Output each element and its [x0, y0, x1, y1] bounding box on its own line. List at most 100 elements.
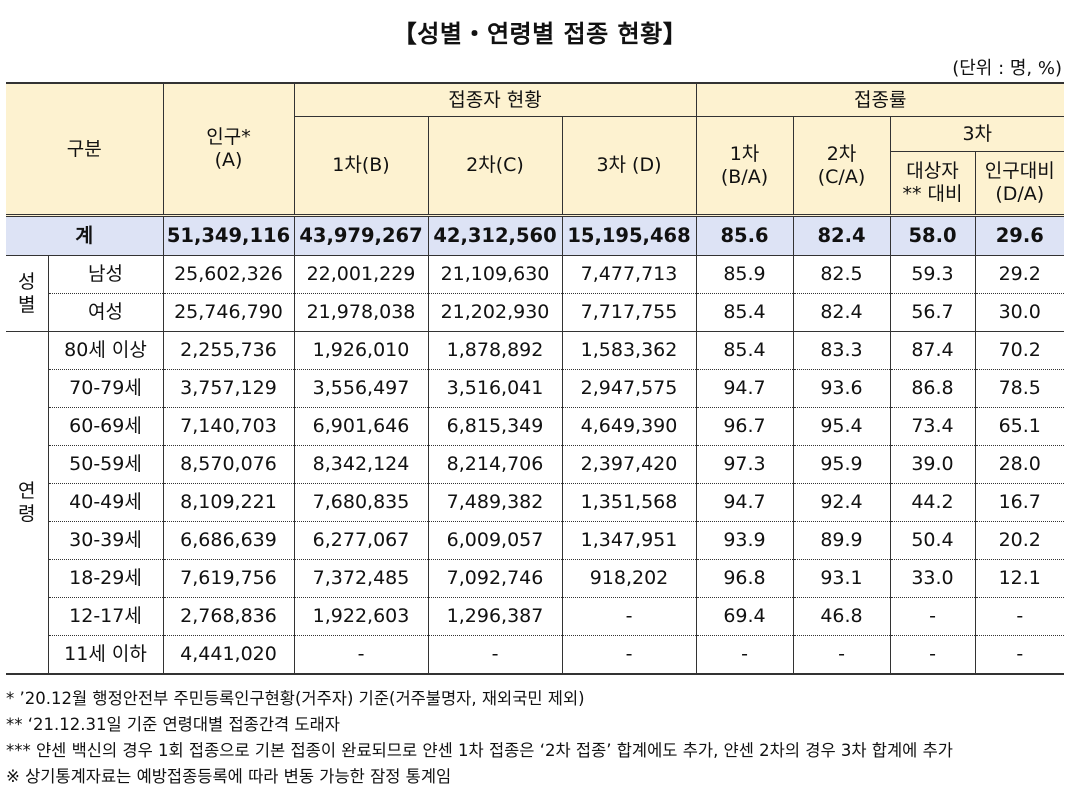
- table-cell: 28.0: [974, 445, 1065, 484]
- total-label: 계: [6, 215, 164, 256]
- table-cell: 1,296,387: [427, 597, 563, 636]
- row-label: 70-79세: [47, 369, 164, 408]
- footnote: ※ 상기통계자료는 예방접종등록에 따라 변동 가능한 잠정 통계임: [6, 767, 452, 786]
- table-cell: 73.4: [889, 407, 976, 446]
- table-cell: 82.4: [792, 293, 891, 332]
- table-cell: 87.4: [889, 331, 976, 370]
- table-cell: 7,619,756: [162, 559, 295, 598]
- table-cell: 1,351,568: [561, 483, 697, 522]
- table-row: 50-59세 8,570,076 8,342,124 8,214,706 2,397,4…: [6, 445, 1065, 484]
- header-vaccinated-group: 접종자 현황: [293, 83, 697, 117]
- table-cell: -: [561, 635, 697, 675]
- table-cell: 25,746,790: [162, 293, 295, 332]
- table-cell: 6,277,067: [293, 521, 429, 560]
- table-cell: 6,686,639: [162, 521, 295, 560]
- table-cell: 918,202: [561, 559, 697, 598]
- table-cell: 56.7: [889, 293, 976, 332]
- header-third: 3차 (D): [561, 116, 697, 217]
- header-first: 1차(B): [293, 116, 429, 217]
- table-cell: 1,347,951: [561, 521, 697, 560]
- table-cell: 43,979,267: [293, 215, 429, 256]
- table-cell: 69.4: [695, 597, 794, 636]
- table-cell: 2,255,736: [162, 331, 295, 370]
- table-cell: 85.4: [695, 293, 794, 332]
- table-cell: 58.0: [889, 215, 976, 256]
- table-cell: 20.2: [974, 521, 1065, 560]
- row-label: 80세 이상: [47, 331, 164, 370]
- table-cell: 86.8: [889, 369, 976, 408]
- footnote: ** ‘21.12.31일 기준 연령대별 접종간격 도래자: [6, 715, 340, 734]
- footnote: * ’20.12월 행정안전부 주민등록인구현황(거주자) 기준(거주불명자, …: [6, 689, 585, 708]
- table-cell: 6,009,057: [427, 521, 563, 560]
- table-cell: 83.3: [792, 331, 891, 370]
- header-rate-third: 3차: [889, 116, 1065, 152]
- table-cell: 29.2: [974, 255, 1065, 294]
- table-cell: 96.7: [695, 407, 794, 446]
- header-rate-first: 1차 (B/A): [695, 116, 794, 217]
- table-cell: 29.6: [974, 215, 1065, 256]
- row-label: 18-29세: [47, 559, 164, 598]
- table-row: 18-29세 7,619,756 7,372,485 7,092,746 918,202…: [6, 559, 1065, 598]
- row-label: 60-69세: [47, 407, 164, 446]
- table-row: 성 별 남성 25,602,326 22,001,229 21,109,630 7,477,…: [6, 255, 1065, 332]
- table-cell: 97.3: [695, 445, 794, 484]
- table-cell: 7,092,746: [427, 559, 563, 598]
- row-label: 11세 이하: [47, 635, 164, 675]
- table-cell: 59.3: [889, 255, 976, 294]
- unit-label: (단위 : 명, %): [952, 58, 1062, 79]
- sex-group-label-char: 별: [18, 293, 36, 316]
- header-popratio-b: (D/A): [995, 183, 1045, 205]
- table-cell: 94.7: [695, 483, 794, 522]
- header-rate-second-b: (C/A): [817, 165, 866, 188]
- table-cell: 82.5: [792, 255, 891, 294]
- header-population-label: 인구*: [206, 126, 251, 149]
- table-cell: 93.1: [792, 559, 891, 598]
- table-cell: 95.4: [792, 407, 891, 446]
- table-cell: 1,878,892: [427, 331, 563, 370]
- table-row: 12-17세 2,768,836 1,922,603 1,296,387-69.4 46…: [6, 597, 1065, 636]
- vaccination-table: 구분 인구* (A) 접종자 현황 접종률 1차(B) 2차(C) 3차 (D)…: [6, 82, 1065, 675]
- table-cell: 85.4: [695, 331, 794, 370]
- header-rate-first-b: (B/A): [720, 165, 769, 188]
- table-cell: 65.1: [974, 407, 1065, 446]
- table-cell: -: [974, 597, 1065, 636]
- table-cell: 82.4: [792, 215, 891, 256]
- table-cell: 93.6: [792, 369, 891, 408]
- row-label: 12-17세: [47, 597, 164, 636]
- table-row: 여성 25,746,790 21,978,038 21,202,930 7,717,75…: [6, 293, 1065, 332]
- table-cell: 8,214,706: [427, 445, 563, 484]
- table-cell: 3,556,497: [293, 369, 429, 408]
- total-row: 계 51,349,116 43,979,267 42,312,560 15,195,46…: [6, 215, 1065, 256]
- table-cell: -: [293, 635, 429, 675]
- table-cell: 3,516,041: [427, 369, 563, 408]
- table-cell: 4,441,020: [162, 635, 295, 675]
- table-cell: 95.9: [792, 445, 891, 484]
- header-population: 인구* (A): [162, 83, 295, 217]
- table-cell: 39.0: [889, 445, 976, 484]
- age-group-label-char: 연: [18, 479, 36, 502]
- table-cell: 42,312,560: [427, 215, 563, 256]
- sex-group-label-char: 성: [18, 270, 36, 293]
- row-label: 30-39세: [47, 521, 164, 560]
- table-cell: 21,202,930: [427, 293, 563, 332]
- table-cell: 3,757,129: [162, 369, 295, 408]
- header-pop-ratio: 인구대비 (D/A): [974, 151, 1065, 217]
- table-cell: 2,768,836: [162, 597, 295, 636]
- table-cell: 7,680,835: [293, 483, 429, 522]
- header-target-a: 대상자: [906, 160, 959, 183]
- table-cell: 96.8: [695, 559, 794, 598]
- header-target-ratio: 대상자 ** 대비: [889, 151, 976, 217]
- table-cell: 70.2: [974, 331, 1065, 370]
- table-cell: 21,978,038: [293, 293, 429, 332]
- table-cell: 8,342,124: [293, 445, 429, 484]
- table-cell: 51,349,116: [162, 215, 295, 256]
- table-cell: 6,901,646: [293, 407, 429, 446]
- age-group-label-char: 령: [18, 502, 36, 525]
- table-row: 연 령 80세 이상 2,255,736 1,926,010 1,878,892 1,583…: [6, 331, 1065, 675]
- table-cell: 6,815,349: [427, 407, 563, 446]
- header-second: 2차(C): [427, 116, 563, 217]
- table-cell: 25,602,326: [162, 255, 295, 294]
- row-label: 여성: [47, 293, 164, 332]
- table-cell: 92.4: [792, 483, 891, 522]
- table-cell: 50.4: [889, 521, 976, 560]
